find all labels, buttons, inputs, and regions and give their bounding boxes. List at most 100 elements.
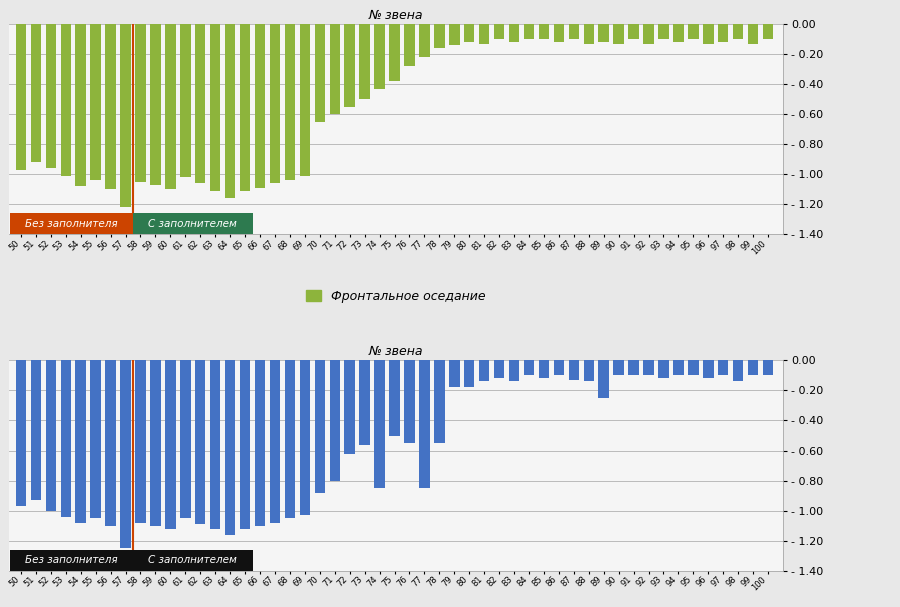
Bar [658,24,669,39]
Bar [315,24,325,122]
Bar [494,24,504,39]
Bar [479,361,490,381]
Bar [135,24,146,182]
Bar [240,24,250,191]
Bar [688,24,698,39]
Bar [748,24,759,44]
Bar [150,361,161,526]
Bar [105,361,116,526]
Bar [105,24,116,189]
Bar [449,361,460,387]
Bar [554,361,564,376]
Bar [614,24,624,44]
Bar [644,24,653,44]
Bar [180,24,191,177]
Bar [255,24,266,188]
Bar [688,361,698,376]
Bar [718,361,728,376]
Bar [494,361,504,379]
Bar [195,24,205,183]
Bar [508,24,519,42]
Bar [718,24,728,42]
Bar [733,24,743,39]
Text: Без заполнителя: Без заполнителя [25,219,118,229]
Bar [763,361,773,376]
Bar [121,24,130,208]
Bar [598,361,609,398]
Legend: Фронтальное оседание: Фронтальное оседание [302,285,490,308]
Bar [15,24,26,170]
Bar [76,361,86,523]
Bar [628,361,639,376]
Bar [284,361,295,518]
Text: С заполнителем: С заполнителем [148,555,238,565]
Bar [359,361,370,444]
Bar [31,361,41,500]
Bar [270,24,280,183]
Bar [390,361,400,435]
Text: Без заполнителя: Без заполнителя [25,555,118,565]
Bar [300,361,310,515]
Bar [583,24,594,44]
Bar [733,361,743,381]
Bar [76,24,86,186]
Bar [763,24,773,39]
Bar [329,361,340,481]
Bar [46,361,56,510]
Title: № звена: № звена [369,345,423,358]
Bar [150,24,161,185]
Bar [404,24,415,66]
Bar [464,24,474,42]
Bar [658,361,669,379]
Bar [329,24,340,114]
Bar [419,361,429,488]
Bar [583,361,594,381]
Bar [434,361,445,443]
Bar [11,549,133,571]
Bar [133,549,253,571]
Bar [133,214,253,234]
Bar [46,24,56,168]
Bar [628,24,639,39]
Bar [464,361,474,387]
Bar [524,361,535,376]
Bar [90,361,101,518]
Bar [374,361,385,488]
Bar [539,361,549,379]
Bar [165,361,176,529]
Bar [359,24,370,100]
Bar [15,361,26,506]
Bar [569,24,579,39]
Bar [419,24,429,57]
Bar [225,361,236,535]
Bar [270,361,280,523]
Bar [225,24,236,198]
Bar [479,24,490,44]
Text: С заполнителем: С заполнителем [148,219,238,229]
Bar [508,361,519,381]
Bar [673,24,684,42]
Bar [135,361,146,523]
Bar [434,24,445,49]
Title: № звена: № звена [369,8,423,22]
Bar [284,24,295,180]
Bar [210,361,220,529]
Bar [90,24,101,180]
Bar [300,24,310,176]
Bar [703,24,714,44]
Bar [748,361,759,376]
Bar [11,214,133,234]
Bar [614,361,624,376]
Bar [210,24,220,191]
Bar [121,361,130,548]
Bar [673,361,684,376]
Bar [255,361,266,526]
Bar [703,361,714,379]
Bar [539,24,549,39]
Bar [195,361,205,524]
Bar [598,24,609,42]
Bar [569,361,579,380]
Bar [345,361,355,453]
Bar [315,361,325,492]
Bar [524,24,535,39]
